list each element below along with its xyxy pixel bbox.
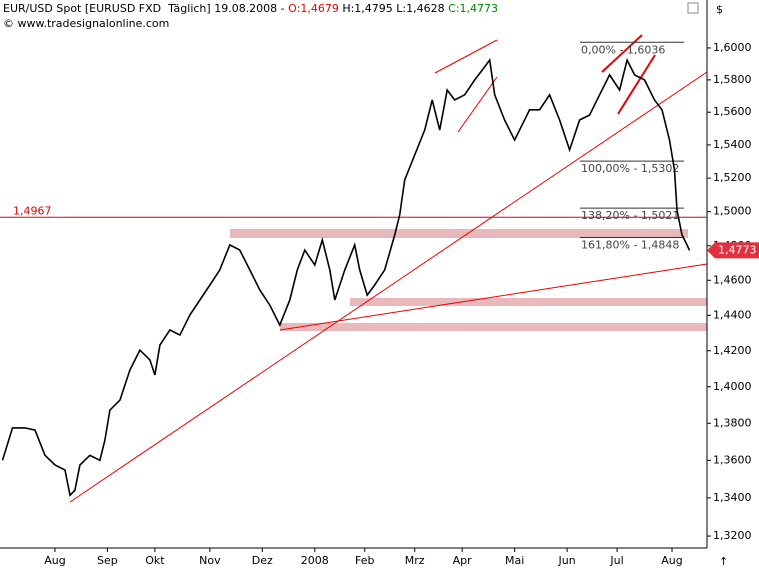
x-tick-label: Aug (661, 554, 682, 567)
y-tick-label: 1,3200 (713, 529, 752, 542)
header-open: O:1,4679 (288, 2, 339, 15)
y-tick-label: 1,4600 (713, 273, 752, 286)
y-tick-label: 1,3800 (713, 416, 752, 429)
y-tick-label: 1,3600 (713, 453, 752, 466)
y-tick-label: 1,5600 (713, 105, 752, 118)
y-tick-label: 1,5400 (713, 138, 752, 151)
zone (230, 229, 688, 238)
header-title: EUR/USD Spot [EURUSD FXD Täglich] 19.08.… (3, 2, 278, 15)
header-high: H:1,4795 (342, 2, 393, 15)
x-tick-label: Dez (252, 554, 273, 567)
x-tick-label: Nov (199, 554, 221, 567)
y-tick-label: 1,4000 (713, 380, 752, 393)
fib-label: 161,80% - 1,4848 (581, 239, 679, 252)
level-label: 1,4967 (13, 204, 52, 217)
fib-label: 100,00% - 1,5302 (581, 162, 679, 175)
window-button[interactable] (687, 2, 699, 14)
trend-line (601, 34, 643, 73)
trend-line (279, 263, 708, 331)
header-close: C:1,4773 (448, 2, 499, 15)
y-tick-label: 1,5000 (713, 205, 752, 218)
y-tick-label: 1,4400 (713, 308, 752, 321)
x-tick-label: Jun (558, 554, 576, 567)
price-tag-label: 1,4773 (718, 243, 757, 256)
y-tick-label: 1,5800 (713, 73, 752, 86)
y-tick-label: 1,4200 (713, 344, 752, 357)
fib-label: 138,20% - 1,5021 (581, 209, 679, 222)
trend-line (617, 54, 656, 115)
scroll-arrow[interactable]: ↑ (719, 555, 728, 568)
copyright: © www.tradesignalonline.com (3, 17, 170, 30)
x-tick-label: Mai (505, 554, 524, 567)
currency-icon[interactable]: $ (716, 3, 723, 16)
fib-label: 0,00% - 1,6036 (581, 43, 665, 56)
y-tick-label: 1,5200 (713, 171, 752, 184)
header-low: L:1,4628 (396, 2, 445, 15)
x-tick-label: Okt (145, 554, 165, 567)
trend-line (69, 71, 708, 503)
x-tick-label: Jul (609, 554, 623, 567)
trend-line (434, 39, 498, 74)
trend-line (457, 76, 498, 133)
x-tick-label: Aug (44, 554, 65, 567)
y-tick-label: 1,6000 (713, 41, 752, 54)
price-line (1, 57, 691, 497)
x-tick-label: Apr (453, 554, 473, 567)
zone (280, 323, 707, 331)
x-tick-label: Mrz (405, 554, 425, 567)
x-tick-label: Feb (355, 554, 374, 567)
y-tick-label: 1,3400 (713, 491, 752, 504)
price-tag (707, 242, 759, 259)
x-tick-label: 2008 (301, 554, 329, 567)
zone (350, 298, 707, 306)
x-tick-label: Sep (97, 554, 118, 567)
header: EUR/USD Spot [EURUSD FXD Täglich] 19.08.… (3, 2, 499, 15)
